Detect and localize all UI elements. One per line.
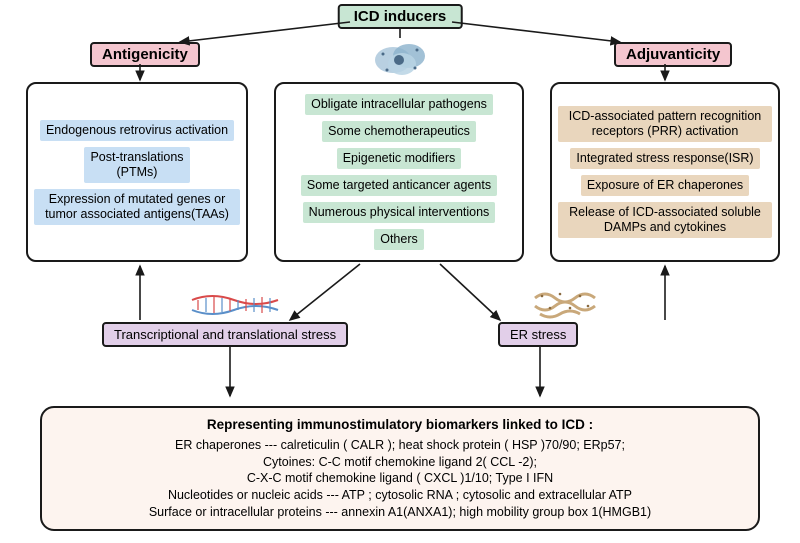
cell-illustration-icon	[365, 38, 435, 85]
list-item: Exposure of ER chaperones	[581, 175, 749, 196]
list-item: Release of ICD-associated soluble DAMPs …	[558, 202, 772, 238]
list-item: Obligate intracellular pathogens	[305, 94, 493, 115]
list-item: Numerous physical interventions	[303, 202, 496, 223]
list-item: Post-translations(PTMs)	[84, 147, 189, 183]
list-item: Others	[374, 229, 424, 250]
biomarker-line: Nucleotides or nucleic acids --- ATP ; c…	[60, 487, 740, 504]
inducers-box: Obligate intracellular pathogens Some che…	[274, 82, 524, 262]
biomarker-line: C-X-C motif chemokine ligand ( CXCL )1/1…	[60, 470, 740, 487]
list-item: Endogenous retrovirus activation	[40, 120, 234, 141]
dna-icon	[190, 292, 280, 323]
er-stress-label: ER stress	[498, 322, 578, 347]
adjuvanticity-box: ICD-associated pattern recognition recep…	[550, 82, 780, 262]
biomarker-line: Cytoines: C-C motif chemokine ligand 2( …	[60, 454, 740, 471]
list-item: Expression of mutated genes or tumor ass…	[34, 189, 240, 225]
antigenicity-label: Antigenicity	[90, 42, 200, 67]
adjuvanticity-label: Adjuvanticity	[614, 42, 732, 67]
antigenicity-box: Endogenous retrovirus activation Post-tra…	[26, 82, 248, 262]
list-item: Epigenetic modifiers	[337, 148, 462, 169]
biomarker-lines: ER chaperones --- calreticulin ( CALR );…	[60, 437, 740, 521]
list-item: ICD-associated pattern recognition recep…	[558, 106, 772, 142]
title-label: ICD inducers	[338, 4, 463, 29]
biomarker-title: Representing immunostimulatory biomarker…	[60, 416, 740, 434]
list-item: Integrated stress response(ISR)	[570, 148, 759, 169]
biomarker-panel: Representing immunostimulatory biomarker…	[40, 406, 760, 531]
list-item: Some chemotherapeutics	[322, 121, 476, 142]
biomarker-line: ER chaperones --- calreticulin ( CALR );…	[60, 437, 740, 454]
biomarker-line: Surface or intracellular proteins --- an…	[60, 504, 740, 521]
list-item: Some targeted anticancer agents	[301, 175, 497, 196]
transcriptional-stress-label: Transcriptional and translational stress	[102, 322, 348, 347]
